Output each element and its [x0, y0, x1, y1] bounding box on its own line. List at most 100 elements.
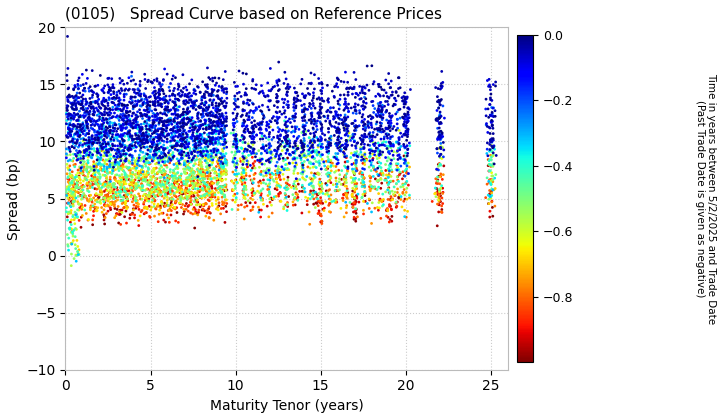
Point [302, 106, 313, 113]
Point [91, 98, 102, 105]
Point [315, 120, 327, 127]
Point [201, 105, 212, 111]
Point [149, 129, 161, 136]
Point [147, 122, 158, 129]
Point [368, 165, 379, 171]
Point [184, 93, 196, 100]
Point [485, 119, 497, 126]
Point [61, 171, 73, 177]
Point [125, 118, 136, 124]
Point [323, 140, 334, 147]
Point [118, 91, 130, 98]
Point [351, 165, 362, 172]
Point [211, 172, 222, 178]
Point [485, 113, 497, 119]
Point [431, 185, 442, 192]
Point [197, 148, 208, 155]
Point [114, 97, 126, 103]
Point [181, 99, 192, 105]
Point [122, 120, 134, 127]
Point [405, 86, 416, 93]
Point [207, 185, 218, 192]
Point [219, 118, 230, 125]
Point [133, 182, 145, 189]
Point [70, 131, 81, 137]
Point [119, 180, 130, 187]
Point [243, 114, 255, 121]
Point [117, 121, 129, 128]
Point [160, 192, 171, 199]
Point [244, 148, 256, 155]
Point [73, 85, 84, 92]
Point [402, 119, 413, 126]
Point [92, 122, 104, 129]
Point [230, 83, 241, 90]
Point [115, 85, 127, 92]
Point [325, 104, 336, 111]
Point [392, 125, 403, 131]
Point [282, 98, 294, 105]
Point [146, 79, 158, 86]
Point [210, 135, 222, 142]
Point [205, 136, 217, 143]
Point [431, 166, 442, 173]
Point [92, 161, 104, 168]
Point [162, 190, 174, 197]
Point [392, 92, 404, 99]
Point [376, 142, 387, 148]
Point [65, 111, 76, 118]
Point [377, 129, 389, 135]
Point [273, 76, 284, 83]
Point [66, 251, 77, 257]
Point [66, 226, 77, 232]
Point [142, 186, 153, 192]
Point [211, 93, 222, 100]
Point [104, 164, 115, 171]
Point [364, 205, 375, 212]
Point [158, 147, 169, 153]
Point [375, 136, 387, 142]
Point [78, 153, 89, 160]
Point [214, 165, 225, 172]
Point [374, 112, 385, 118]
Point [104, 109, 115, 116]
Point [273, 193, 284, 199]
Point [252, 188, 264, 194]
Point [339, 144, 351, 151]
Point [258, 161, 270, 168]
Point [98, 97, 109, 104]
Point [375, 215, 387, 222]
Point [238, 159, 249, 165]
Point [130, 124, 141, 131]
Point [299, 143, 310, 150]
Point [355, 149, 366, 156]
Point [292, 170, 304, 177]
Point [160, 145, 171, 152]
Point [141, 120, 153, 127]
Point [178, 195, 189, 202]
Point [70, 126, 81, 132]
Point [204, 130, 216, 136]
Point [156, 137, 168, 144]
Point [186, 156, 198, 163]
Point [153, 191, 165, 198]
Point [363, 113, 374, 120]
Point [300, 122, 311, 129]
Point [332, 136, 343, 143]
Point [81, 141, 93, 148]
Point [122, 113, 134, 120]
Point [243, 143, 254, 150]
Point [183, 165, 194, 172]
Point [167, 182, 179, 189]
Point [113, 179, 125, 186]
Point [487, 163, 499, 170]
Point [220, 184, 232, 190]
Point [179, 162, 190, 168]
Point [68, 194, 80, 200]
Point [204, 192, 215, 199]
Point [150, 165, 162, 171]
Point [192, 192, 204, 199]
Point [186, 180, 197, 186]
Point [371, 125, 382, 132]
Point [324, 200, 336, 207]
